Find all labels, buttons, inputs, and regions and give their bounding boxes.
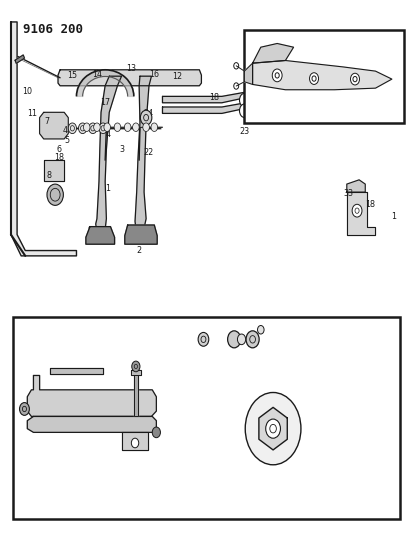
Text: 20: 20 [157, 435, 167, 444]
Circle shape [152, 427, 160, 438]
Circle shape [132, 361, 140, 372]
Circle shape [352, 204, 362, 217]
Text: 18: 18 [54, 153, 64, 162]
Polygon shape [253, 61, 392, 90]
Circle shape [309, 72, 319, 84]
Text: 22: 22 [143, 148, 153, 157]
Text: 3: 3 [119, 145, 124, 154]
Text: 28: 28 [85, 424, 95, 433]
Text: 23: 23 [239, 127, 249, 136]
Circle shape [132, 438, 139, 448]
Polygon shape [76, 70, 134, 96]
Text: 32: 32 [382, 52, 393, 61]
Circle shape [198, 333, 209, 346]
Polygon shape [347, 180, 365, 192]
Circle shape [83, 123, 90, 132]
Circle shape [20, 402, 29, 415]
Text: 12: 12 [172, 72, 182, 81]
Text: 14: 14 [92, 70, 102, 78]
Circle shape [94, 123, 100, 132]
Text: 26: 26 [139, 338, 149, 347]
Polygon shape [50, 368, 103, 374]
Text: 30: 30 [217, 324, 227, 333]
Circle shape [266, 419, 280, 438]
Circle shape [143, 123, 149, 132]
Text: 18: 18 [209, 93, 219, 102]
Circle shape [151, 123, 157, 132]
Circle shape [258, 326, 264, 334]
Polygon shape [135, 76, 151, 231]
Circle shape [240, 104, 250, 118]
Circle shape [79, 123, 87, 134]
Polygon shape [27, 416, 156, 432]
Text: 15: 15 [67, 70, 77, 79]
Circle shape [272, 69, 282, 82]
Polygon shape [125, 225, 157, 244]
Polygon shape [11, 22, 76, 256]
Polygon shape [162, 103, 247, 114]
Text: 24: 24 [143, 109, 153, 118]
Polygon shape [122, 432, 148, 450]
Circle shape [240, 93, 250, 107]
Circle shape [141, 110, 152, 125]
Polygon shape [27, 375, 156, 416]
Circle shape [104, 123, 111, 132]
Polygon shape [253, 44, 293, 63]
Text: 2: 2 [136, 246, 142, 255]
Text: 8: 8 [46, 171, 51, 180]
Text: 18: 18 [365, 200, 376, 209]
Polygon shape [259, 407, 287, 450]
Text: 29: 29 [271, 435, 281, 444]
Circle shape [228, 331, 241, 348]
Text: 17: 17 [100, 98, 110, 107]
Text: 33: 33 [343, 189, 353, 198]
Circle shape [246, 331, 259, 348]
Text: 21: 21 [82, 374, 92, 383]
Text: 6: 6 [57, 145, 62, 154]
Text: 25: 25 [303, 332, 313, 341]
Circle shape [133, 123, 139, 132]
Circle shape [89, 123, 97, 134]
Text: 1: 1 [391, 212, 397, 221]
Circle shape [351, 73, 360, 85]
Text: 7: 7 [44, 117, 49, 126]
Circle shape [114, 123, 121, 132]
Text: 4: 4 [63, 126, 68, 135]
Circle shape [47, 184, 63, 205]
Polygon shape [86, 227, 115, 244]
Text: 9: 9 [57, 186, 62, 195]
Bar [13, 317, 400, 519]
Circle shape [125, 123, 131, 132]
Polygon shape [44, 160, 64, 181]
Text: 19: 19 [129, 465, 139, 474]
Text: 13: 13 [126, 64, 136, 73]
Circle shape [99, 123, 107, 134]
Bar [245, 30, 404, 123]
Polygon shape [39, 112, 68, 139]
Text: 25: 25 [196, 327, 207, 336]
Text: 5: 5 [65, 136, 69, 145]
Text: 4: 4 [106, 130, 111, 139]
Polygon shape [15, 55, 24, 63]
Text: 10: 10 [159, 377, 170, 386]
Circle shape [238, 334, 246, 345]
Polygon shape [134, 375, 138, 416]
Polygon shape [96, 76, 122, 235]
Polygon shape [245, 63, 253, 84]
Text: 31: 31 [23, 412, 33, 421]
Text: 9106 200: 9106 200 [23, 23, 83, 36]
Text: 11: 11 [27, 109, 37, 118]
Text: 16: 16 [149, 70, 159, 78]
Circle shape [245, 392, 301, 465]
Text: 27: 27 [257, 323, 267, 332]
Polygon shape [58, 70, 201, 86]
Polygon shape [162, 92, 247, 103]
Text: 1: 1 [105, 184, 110, 193]
Polygon shape [347, 192, 376, 235]
Text: 10: 10 [22, 86, 32, 95]
Circle shape [68, 123, 76, 134]
Text: 11: 11 [166, 386, 175, 395]
Polygon shape [131, 370, 141, 375]
